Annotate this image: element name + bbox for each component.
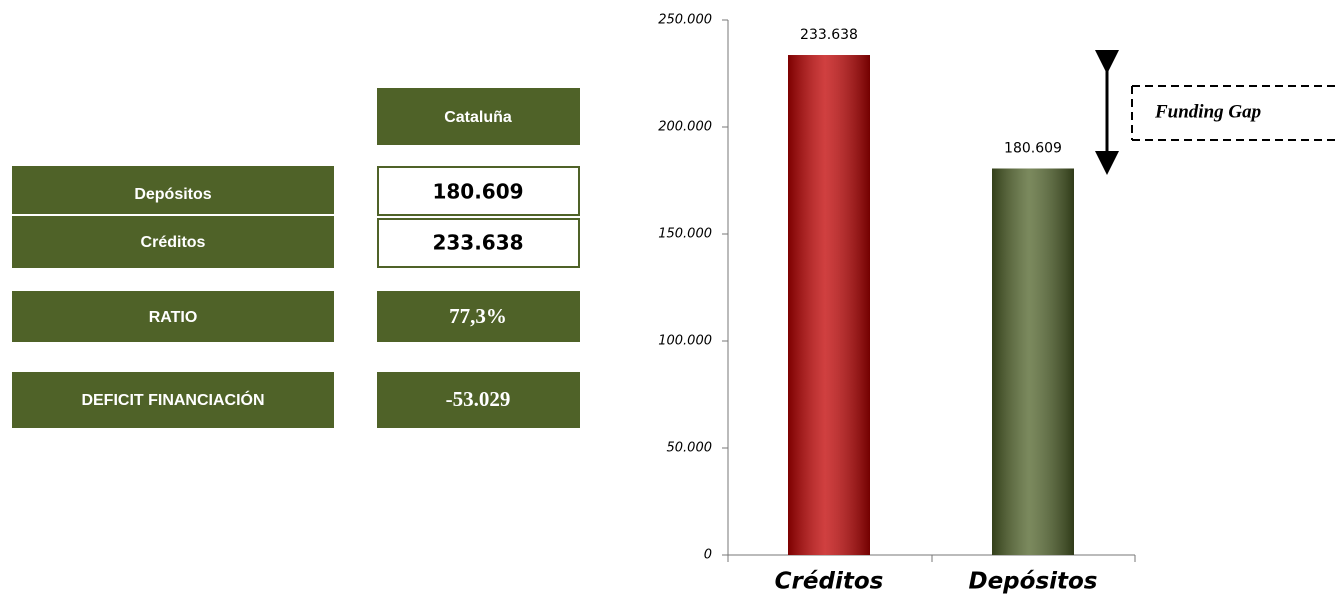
label-cell — [12, 166, 334, 268]
y-tick-label: 200.000 — [658, 120, 712, 135]
value-label: 180.609 — [1004, 140, 1062, 156]
y-tick-label: 100.000 — [658, 334, 712, 349]
x-tick-label: Créditos — [775, 569, 884, 595]
value-cell — [377, 372, 580, 428]
y-tick-label: 50.000 — [667, 441, 713, 456]
table: Cataluña Depósitos Créditos 180.609 233.… — [12, 88, 580, 428]
header: Cataluña — [444, 109, 512, 126]
label-cell — [12, 291, 334, 342]
row-value: 180.609 — [432, 180, 523, 204]
value-cell — [377, 218, 580, 268]
row-value: 77,3% — [449, 304, 507, 328]
chart: Funding Gap 0 50.000 100.000 150.000 200.000… — [658, 13, 1336, 595]
bar-shade — [992, 168, 1074, 555]
header-cell — [377, 88, 580, 145]
y-tick-label: 0 — [704, 548, 712, 563]
x-tick-label: Depósitos — [968, 569, 1097, 595]
bar-shade — [788, 55, 870, 555]
row-label: Créditos — [141, 234, 206, 251]
row-label: DEFICIT FINANCIACIÓN — [81, 390, 264, 409]
row-label: Depósitos — [134, 186, 211, 203]
value-label: 233.638 — [800, 27, 858, 43]
row-value: -53.029 — [446, 387, 511, 411]
value-cell — [377, 291, 580, 342]
row-value: 233.638 — [432, 231, 523, 255]
y-tick-label: 250.000 — [658, 13, 712, 28]
annotation: Funding Gap — [1154, 101, 1261, 122]
row-label: RATIO — [149, 309, 198, 326]
annotation-box — [1131, 85, 1336, 141]
value-cell — [377, 166, 580, 216]
y-tick-label: 150.000 — [658, 227, 712, 242]
label-cell — [12, 372, 334, 428]
